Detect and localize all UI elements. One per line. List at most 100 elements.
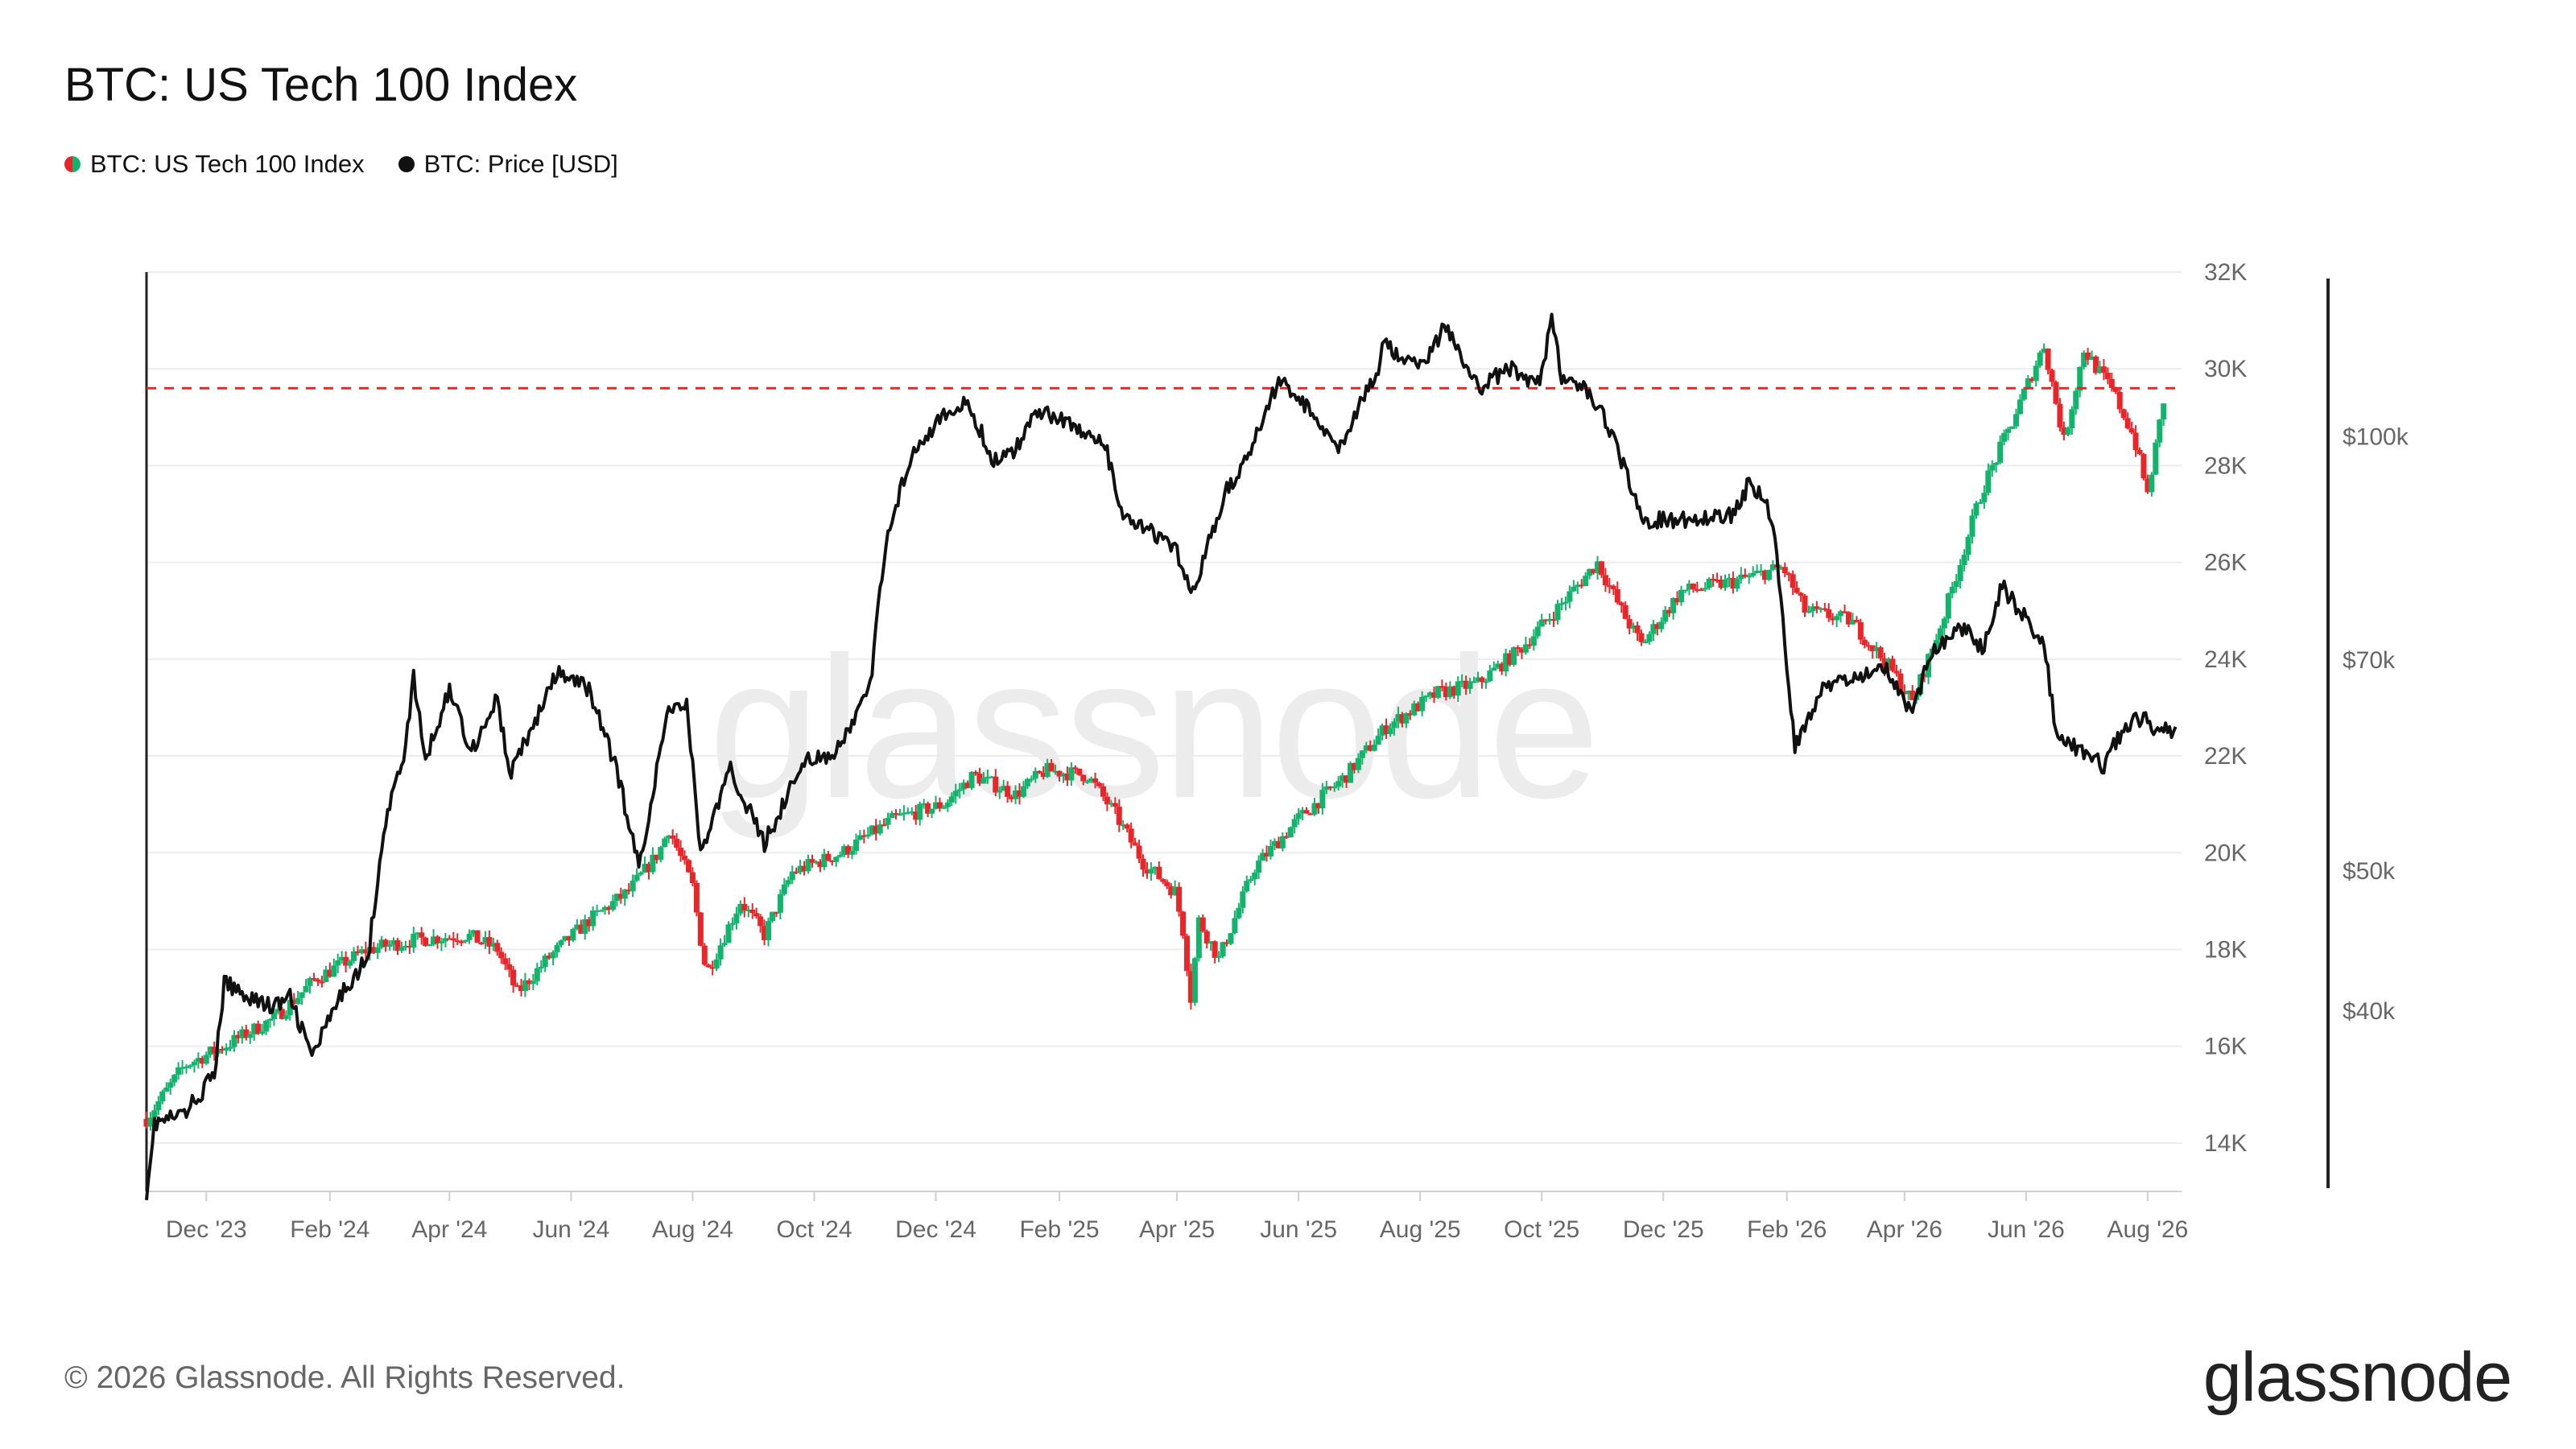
candle-body bbox=[781, 884, 787, 894]
candle-body bbox=[777, 894, 783, 913]
candle-body bbox=[901, 812, 907, 815]
candle-body bbox=[187, 1065, 193, 1067]
y-right-tick-label: $40k bbox=[2343, 998, 2396, 1025]
candle-body bbox=[1826, 609, 1832, 618]
candle-body bbox=[431, 936, 437, 945]
candle-body bbox=[1403, 713, 1410, 724]
candle-body bbox=[821, 853, 828, 868]
legend-item-price[interactable]: BTC: Price [USD] bbox=[398, 150, 618, 179]
candle-body bbox=[1005, 786, 1011, 797]
candle-body bbox=[295, 997, 301, 1005]
candle-body bbox=[709, 967, 716, 969]
candle-body bbox=[1124, 824, 1130, 829]
candle-body bbox=[940, 807, 947, 809]
candle-body bbox=[1411, 703, 1418, 716]
candle-body bbox=[2128, 428, 2135, 433]
candle-body bbox=[1487, 670, 1493, 682]
candle-body bbox=[522, 980, 528, 991]
candle-body bbox=[1901, 691, 1908, 695]
candle-body bbox=[1818, 608, 1824, 610]
candle-body bbox=[1016, 790, 1022, 797]
candle-body bbox=[1738, 574, 1744, 580]
candle-body bbox=[1754, 571, 1761, 573]
y-left-tick-label: 26K bbox=[2204, 550, 2247, 576]
candle-body bbox=[1180, 911, 1187, 936]
y-left-tick-label: 20K bbox=[2204, 840, 2247, 866]
y-left-tick-label: 28K bbox=[2204, 452, 2247, 479]
candle-body bbox=[1084, 781, 1091, 783]
candle-body bbox=[1834, 616, 1840, 621]
candle-body bbox=[1575, 584, 1581, 587]
candle-body bbox=[470, 930, 477, 934]
candle-body bbox=[646, 864, 652, 873]
candle-body bbox=[1052, 770, 1059, 773]
candle-body bbox=[243, 1029, 250, 1038]
candle-body bbox=[582, 919, 588, 934]
candle-body bbox=[1044, 762, 1051, 778]
candle-body bbox=[1634, 625, 1641, 634]
candle-body bbox=[1794, 588, 1800, 593]
candle-body bbox=[1232, 918, 1238, 934]
candle-body bbox=[1160, 878, 1166, 882]
candle-body bbox=[1467, 681, 1473, 689]
candle-body bbox=[1220, 942, 1226, 956]
candle-body bbox=[247, 1034, 254, 1038]
candle-body bbox=[1618, 602, 1624, 605]
candle-body bbox=[797, 865, 803, 873]
candle-body bbox=[1698, 589, 1704, 592]
candle-body bbox=[2081, 352, 2087, 367]
candle-body bbox=[1199, 917, 1206, 931]
candle-body bbox=[1140, 858, 1146, 870]
candle-body bbox=[1455, 681, 1461, 696]
price-line bbox=[145, 312, 2178, 1200]
legend-item-index[interactable]: BTC: US Tech 100 Index bbox=[64, 150, 365, 179]
candle-body bbox=[1933, 640, 1939, 649]
candle-body bbox=[1514, 647, 1521, 650]
candle-body bbox=[2161, 403, 2167, 420]
candle-body bbox=[2037, 352, 2043, 366]
candle-body bbox=[2096, 366, 2103, 374]
x-tick-label: Jun '25 bbox=[1260, 1216, 1337, 1243]
candle-body bbox=[478, 943, 485, 945]
candle-body bbox=[749, 909, 756, 914]
candle-body bbox=[2136, 449, 2143, 455]
candle-body bbox=[1961, 555, 1967, 566]
candle-body bbox=[1682, 589, 1688, 592]
candle-body bbox=[1806, 611, 1812, 613]
candle-body bbox=[1024, 778, 1030, 786]
candle-body bbox=[1068, 767, 1075, 781]
candle-body bbox=[1009, 796, 1015, 799]
candle-body bbox=[546, 956, 552, 959]
candle-body bbox=[917, 803, 923, 820]
series-us-tech-100-index bbox=[143, 343, 2167, 1131]
candle-body bbox=[2085, 352, 2091, 361]
candle-body bbox=[1722, 579, 1728, 588]
candle-body bbox=[1989, 464, 1996, 471]
candle-body bbox=[972, 771, 979, 774]
candle-body bbox=[1758, 570, 1765, 572]
candle-body bbox=[402, 946, 409, 948]
candle-body bbox=[462, 940, 469, 943]
candle-body bbox=[1670, 598, 1677, 613]
candle-body bbox=[1164, 881, 1170, 886]
candle-body bbox=[1092, 778, 1099, 783]
candle-body bbox=[1861, 639, 1868, 646]
candle-body bbox=[351, 951, 357, 961]
candle-body bbox=[1985, 470, 1992, 493]
candle-body bbox=[1148, 869, 1154, 874]
candle-body bbox=[1013, 790, 1019, 799]
legend-label-index: BTC: US Tech 100 Index bbox=[90, 150, 365, 178]
candle-body bbox=[1606, 585, 1612, 588]
candle-body bbox=[362, 949, 369, 954]
candle-body bbox=[1427, 692, 1434, 696]
candle-body bbox=[2021, 388, 2027, 400]
candle-body bbox=[1335, 781, 1342, 787]
candle-body bbox=[1889, 658, 1896, 671]
candle-body bbox=[1303, 810, 1310, 814]
candle-body bbox=[944, 802, 951, 807]
candle-body bbox=[1622, 605, 1629, 619]
candle-body bbox=[1295, 813, 1302, 819]
candle-body bbox=[766, 921, 772, 940]
candle-body bbox=[1997, 441, 2004, 463]
candle-body bbox=[642, 864, 648, 873]
